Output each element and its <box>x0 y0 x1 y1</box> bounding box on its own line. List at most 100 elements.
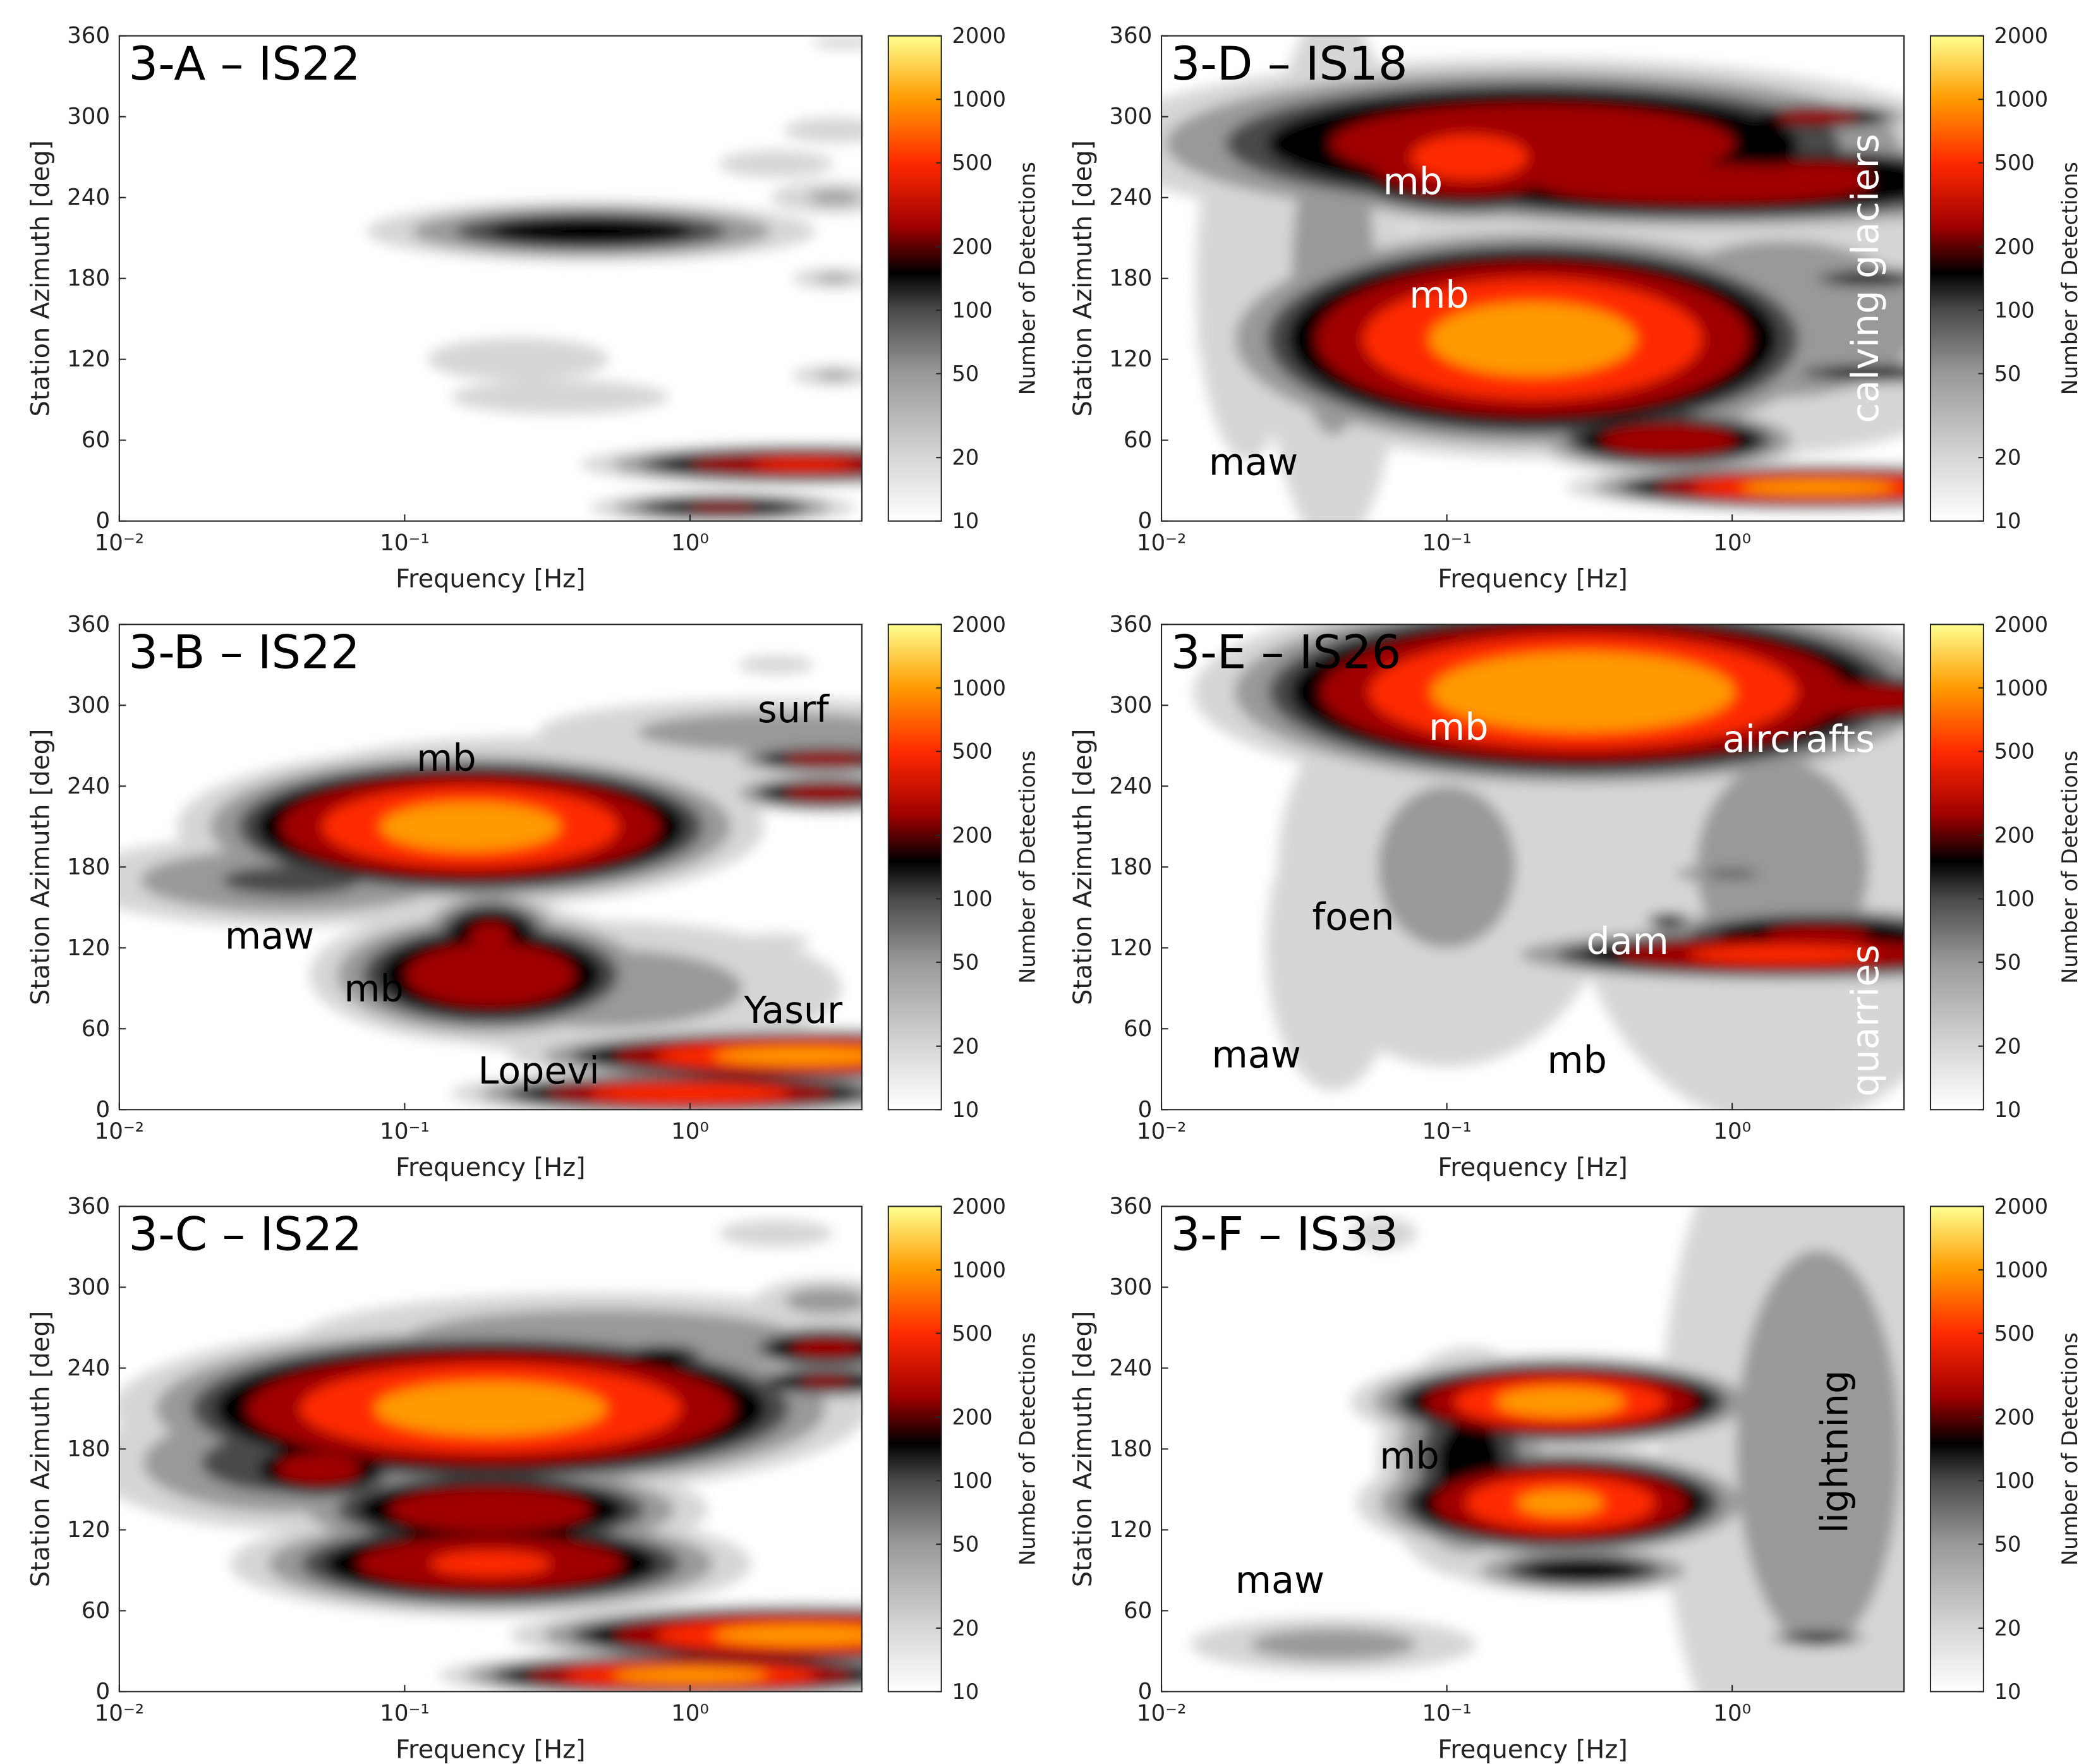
density-blob <box>1741 480 1896 495</box>
density-blob <box>718 150 833 178</box>
y-tick-label: 60 <box>1124 1016 1152 1042</box>
colorbar-tick-label: 1000 <box>952 1257 1006 1282</box>
y-tick-label: 300 <box>67 692 110 718</box>
density-blob <box>490 217 693 245</box>
x-axis-label: Frequency [Hz] <box>1438 565 1628 594</box>
density-blob <box>1688 945 1876 964</box>
panel-title: 3-C – IS22 <box>129 1208 363 1262</box>
colorbar-tick-label: 100 <box>1994 1468 2035 1493</box>
density-blob <box>1836 273 1901 284</box>
colorbar-tick-label: 2000 <box>952 1194 1006 1219</box>
heatmap-layers <box>1193 624 1905 1110</box>
x-tick-label: 10⁻¹ <box>380 1118 430 1144</box>
colorbar-tick-label: 500 <box>952 1321 993 1346</box>
y-axis-label: Station Azimuth [deg] <box>27 140 56 417</box>
y-tick-label: 120 <box>1109 346 1152 372</box>
density-blob <box>1517 1490 1604 1516</box>
x-tick-label: 10⁻² <box>95 1118 145 1144</box>
y-tick-label: 360 <box>1109 23 1152 49</box>
x-tick-label: 10⁰ <box>671 1701 709 1727</box>
density-blob <box>1658 917 1680 926</box>
density-blob <box>751 459 856 469</box>
density-blob <box>784 752 862 766</box>
y-axis-label: Station Azimuth [deg] <box>27 1311 56 1588</box>
annotation: maw <box>1212 1032 1301 1076</box>
colorbar-tick-label: 10 <box>952 1679 979 1704</box>
density-blob <box>1776 110 1860 124</box>
y-tick-label: 180 <box>67 265 110 291</box>
density-blob <box>800 1377 852 1387</box>
y-tick-label: 120 <box>1109 935 1152 961</box>
density-blob <box>375 1382 607 1435</box>
panel: 0 60 120 180 240 300 360 10⁻² 10⁻¹ 10⁰ Frequency [… <box>1069 612 2079 1182</box>
density-blob <box>380 802 561 851</box>
density-blob <box>589 1084 791 1103</box>
colorbar-tick-label: 10 <box>1994 509 2021 533</box>
colorbar-tick-label: 500 <box>1994 150 2035 175</box>
colorbar-tick-label: 100 <box>952 886 993 911</box>
density-blob <box>816 274 852 283</box>
density-blob <box>430 1551 551 1576</box>
colorbar-label: Number of Detections <box>1015 1332 1040 1566</box>
panel: 0 60 120 180 240 300 360 10⁻² 10⁻¹ 10⁰ Frequency [… <box>27 1193 1040 1764</box>
colorbar-tick-label: 10 <box>952 1097 979 1122</box>
density-blob <box>742 933 810 950</box>
y-tick-label: 360 <box>67 23 110 49</box>
density-blob <box>737 656 815 674</box>
colorbar-tick-label: 500 <box>1994 739 2035 764</box>
y-tick-label: 60 <box>82 1598 110 1624</box>
heatmap-layers <box>119 1219 862 1692</box>
colorbar-label: Number of Detections <box>2058 751 2079 984</box>
colorbar-tick-label: 20 <box>952 445 979 470</box>
x-tick-label: 10⁰ <box>1713 530 1751 556</box>
colorbar-tick-label: 20 <box>1994 1034 2021 1058</box>
x-tick-label: 10⁰ <box>671 1118 709 1144</box>
colorbar-tick-label: 100 <box>1994 298 2035 322</box>
x-tick-label: 10⁻² <box>1137 1118 1187 1144</box>
colorbar-tick-label: 100 <box>1994 886 2035 911</box>
x-tick-label: 10⁻¹ <box>1422 1118 1471 1144</box>
x-tick-label: 10⁰ <box>1713 1118 1751 1144</box>
y-tick-label: 300 <box>67 104 110 130</box>
density-blob <box>816 371 852 380</box>
heatmap <box>119 1219 862 1692</box>
y-tick-label: 0 <box>95 1097 110 1123</box>
colorbar-tick-label: 200 <box>952 1405 993 1430</box>
colorbar-label: Number of Detections <box>2058 1332 2079 1566</box>
x-axis-label: Frequency [Hz] <box>1438 1735 1628 1764</box>
colorbar-tick-label: 500 <box>952 739 993 764</box>
density-blob <box>1496 1387 1625 1417</box>
x-axis-label: Frequency [Hz] <box>396 1153 586 1182</box>
panel-title: 3-A – IS22 <box>129 37 361 91</box>
y-tick-label: 240 <box>67 1355 110 1381</box>
colorbar-tick-label: 2000 <box>1994 23 2048 48</box>
y-axis-label: Station Azimuth [deg] <box>1069 729 1098 1006</box>
plot-background <box>119 35 862 521</box>
colorbar-tick-label: 500 <box>952 150 993 175</box>
heatmap-layers <box>119 656 862 1110</box>
y-tick-label: 180 <box>67 1436 110 1462</box>
y-tick-label: 240 <box>1109 1355 1152 1381</box>
colorbar-tick-label: 20 <box>952 1616 979 1640</box>
colorbar <box>1929 35 1984 522</box>
colorbar-label: Number of Detections <box>1015 751 1040 984</box>
annotation: mb <box>1379 1434 1440 1478</box>
y-tick-label: 360 <box>1109 1193 1152 1219</box>
y-tick-label: 0 <box>1138 1097 1153 1123</box>
density-blob <box>791 1339 861 1357</box>
density-blob <box>389 1487 591 1532</box>
y-tick-label: 360 <box>67 1193 110 1219</box>
density-blob <box>1525 1559 1641 1581</box>
colorbar-tick-label: 2000 <box>952 23 1006 48</box>
x-tick-label: 10⁻¹ <box>1422 1701 1471 1727</box>
annotation: quarries <box>1843 945 1887 1097</box>
colorbar-label: Number of Detections <box>1015 162 1040 395</box>
panel: 0 60 120 180 240 300 360 10⁻² 10⁻¹ 10⁰ Frequency [… <box>1069 23 2079 594</box>
density-blob <box>713 1625 862 1645</box>
density-blob <box>784 785 862 801</box>
y-tick-label: 60 <box>82 1016 110 1042</box>
y-tick-label: 120 <box>67 935 110 961</box>
annotation: maw <box>225 914 314 958</box>
colorbar-tick-label: 200 <box>1994 234 2035 259</box>
density-blob <box>808 191 860 204</box>
